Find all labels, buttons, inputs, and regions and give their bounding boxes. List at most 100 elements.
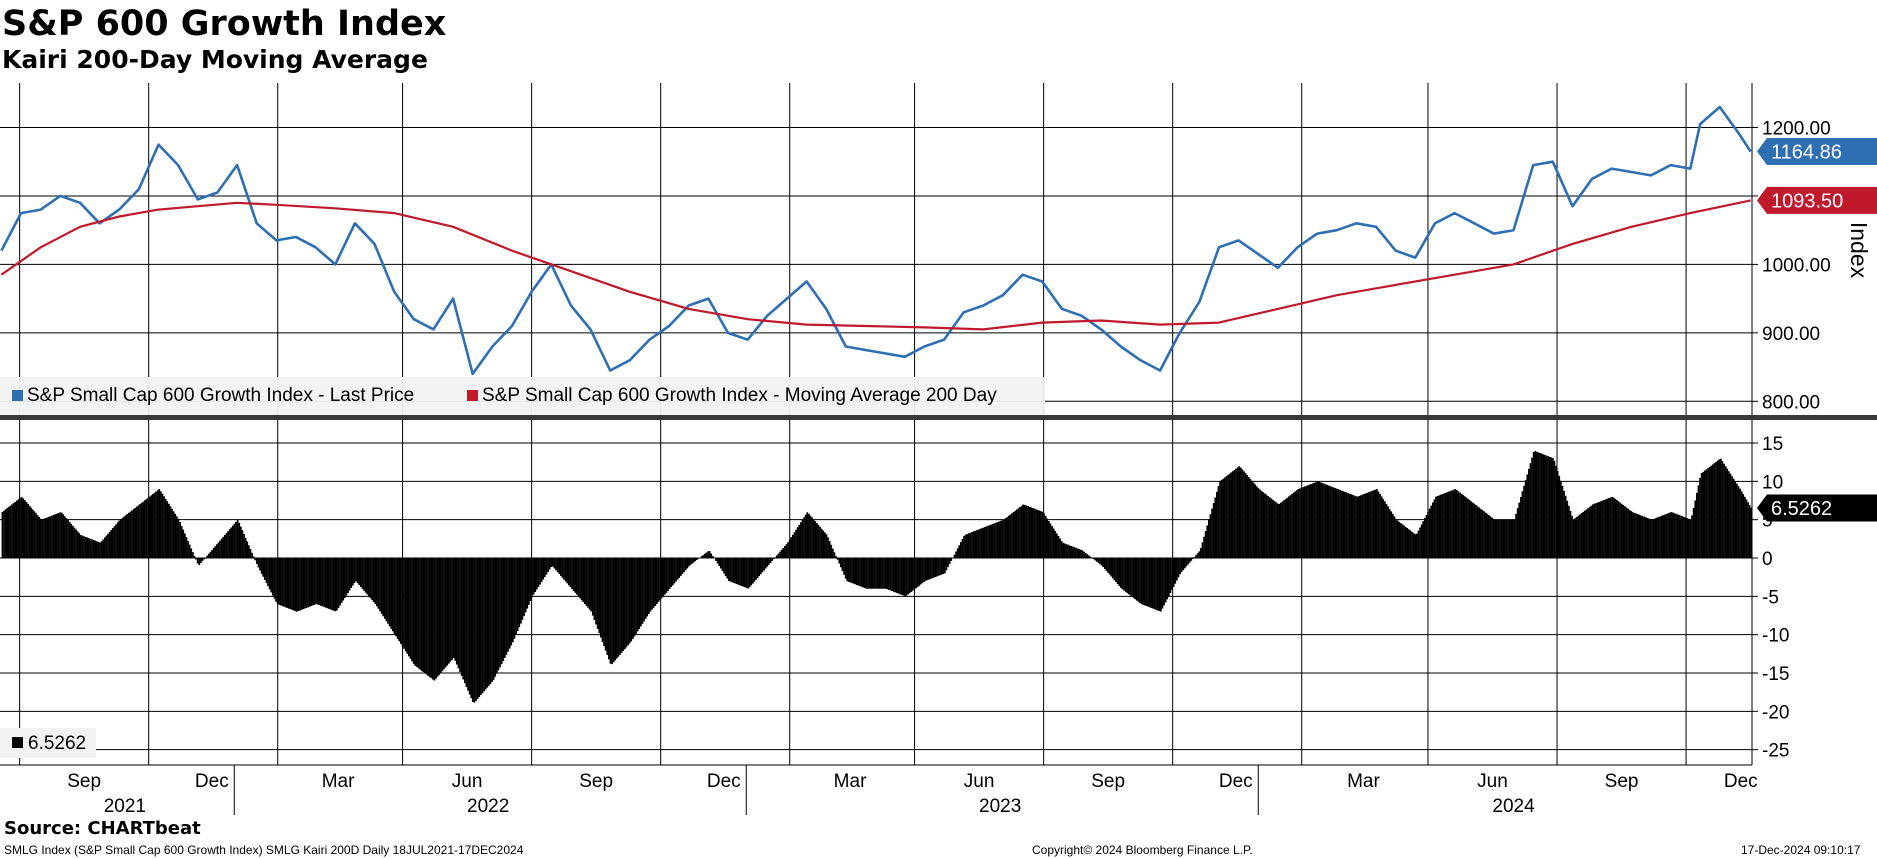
kairi-bar: [480, 558, 482, 696]
kairi-bar: [593, 558, 596, 620]
kairi-bar: [993, 523, 996, 558]
kairi-bar: [881, 558, 884, 589]
kairi-bar: [217, 542, 220, 558]
kairi-bar: [417, 558, 420, 669]
kairi-bar: [489, 558, 492, 684]
kairi-bar: [1268, 497, 1271, 558]
kairi-bar: [246, 541, 249, 558]
kairi-bar: [107, 533, 109, 558]
kairi-bar: [980, 528, 983, 558]
kairi-bar: [1643, 516, 1645, 558]
kairi-bar: [153, 492, 156, 558]
kairi-bar: [1280, 502, 1282, 558]
kairi-bar: [1308, 484, 1311, 558]
kairi-bar: [20, 496, 23, 558]
kairi-bar: [387, 558, 389, 624]
kairi-bar: [1347, 493, 1349, 558]
kairi-bar: [1177, 558, 1180, 578]
kairi-bar: [27, 503, 29, 558]
kairi-bar: [11, 504, 13, 558]
kairi-bar: [1579, 514, 1581, 558]
kairi-bar: [1155, 558, 1157, 610]
kairi-bar: [400, 558, 402, 644]
kairi-bar: [1561, 485, 1564, 558]
kairi-bar: [598, 558, 601, 634]
kairi-bar: [1257, 488, 1260, 558]
kairi-bar: [681, 558, 684, 574]
kairi-bar: [924, 558, 927, 581]
kairi-bar: [232, 525, 234, 558]
kairi-bar: [728, 558, 730, 581]
kairi-bar: [408, 558, 410, 657]
kairi-bar: [1264, 493, 1266, 558]
kairi-bar: [1550, 457, 1553, 558]
kairi-bar: [425, 558, 428, 675]
kairi-bar: [771, 558, 773, 562]
kairi-bar: [1046, 518, 1049, 558]
kairi-bar: [132, 509, 135, 558]
kairi-bar: [1417, 530, 1420, 558]
x-month-label: Mar: [322, 771, 355, 792]
kairi-bar: [824, 532, 826, 558]
kairi-bar: [536, 558, 538, 590]
kairi-bar: [876, 558, 879, 589]
kairi-bar: [41, 519, 44, 558]
kairi-bar: [1441, 494, 1444, 558]
kairi-bar: [1739, 488, 1741, 558]
kairi-bar: [404, 558, 407, 652]
kairi-bar: [1459, 492, 1461, 558]
kairi-bar: [22, 498, 25, 558]
kairi-bar: [1436, 496, 1439, 558]
kairi-bar: [1024, 504, 1026, 558]
kairi-bar: [222, 536, 225, 558]
kairi-bar: [652, 558, 655, 608]
kairi-bar: [1500, 519, 1503, 558]
kairi-bar: [160, 491, 162, 558]
kairi-bar: [592, 558, 594, 616]
kairi-bar: [185, 537, 188, 558]
kairi-bar: [817, 524, 820, 558]
kairi-bar: [1244, 473, 1247, 558]
kairi-bar: [1361, 494, 1364, 558]
kairi-bar: [1374, 489, 1377, 558]
kairi-bar: [1145, 558, 1148, 606]
kairi-bar: [424, 558, 426, 674]
kairi-bar: [683, 558, 685, 573]
kairi-bar: [964, 534, 967, 558]
kairi-bar: [193, 555, 196, 558]
kairi-bar: [950, 558, 953, 561]
kairi-bar: [1025, 505, 1028, 558]
kairi-bar: [96, 541, 98, 558]
kairi-bar: [888, 558, 890, 590]
kairi-bar: [563, 558, 565, 580]
kairi-bar: [33, 511, 36, 558]
kairi-bar: [1001, 520, 1004, 558]
kairi-bar: [1667, 513, 1669, 558]
kairi-bar: [931, 558, 933, 579]
kairi-bar: [273, 558, 276, 599]
kairi-bar: [208, 553, 210, 558]
kairi-bar: [99, 542, 101, 558]
kairi-bar: [1321, 483, 1324, 558]
kairi-bar: [24, 500, 26, 558]
kairi-bar: [1168, 558, 1170, 597]
kairi-bar: [721, 558, 724, 571]
kairi-bar: [758, 558, 761, 577]
kairi-bar: [1657, 517, 1660, 558]
kairi-bar: [1384, 501, 1386, 558]
kairi-bar: [1009, 514, 1012, 558]
kairi-bar: [158, 489, 161, 558]
kairi-bar: [852, 558, 855, 584]
kairi-bar: [364, 558, 367, 593]
kairi-bar: [419, 558, 421, 670]
kairi-bar: [667, 558, 669, 591]
kairi-bar: [1736, 483, 1738, 558]
kairi-bar: [428, 558, 431, 677]
kairi-bar: [1105, 558, 1108, 571]
kairi-bar: [1211, 508, 1213, 558]
kairi-bar: [1502, 519, 1505, 558]
kairi-bar: [788, 539, 791, 558]
kairi-bar: [206, 555, 209, 558]
kairi-bar: [1576, 516, 1578, 558]
kairi-bar: [265, 558, 268, 583]
